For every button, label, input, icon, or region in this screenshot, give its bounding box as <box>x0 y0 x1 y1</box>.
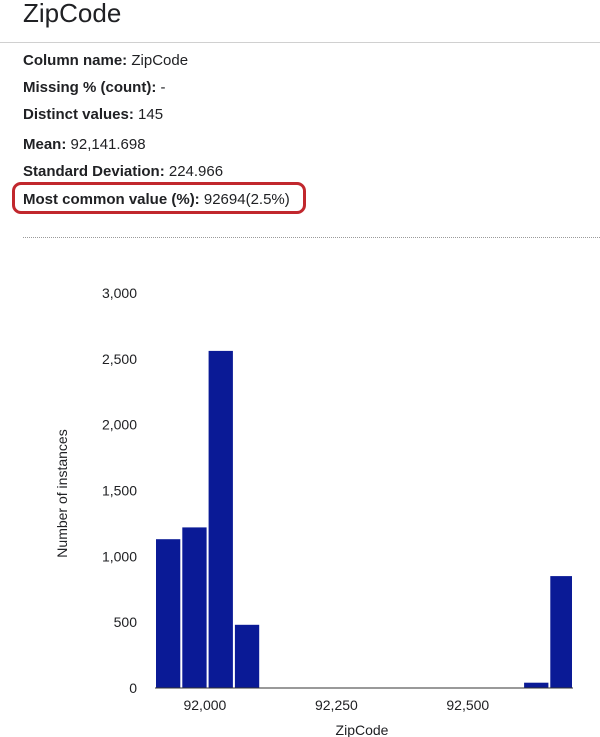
y-tick-label: 2,500 <box>102 351 137 367</box>
stat-std-label: Standard Deviation: <box>23 163 165 180</box>
stat-column-name-value: ZipCode <box>131 52 189 69</box>
header-divider <box>0 42 600 43</box>
stat-missing-value: - <box>160 79 166 96</box>
histogram-chart: 0 500 1,000 1,500 2,000 2,500 3,000 92,000 92,2… <box>54 285 573 737</box>
stat-column-name-label: Column name: <box>23 52 128 69</box>
stat-distinct: Distinct values: 145 <box>23 106 163 123</box>
y-tick-labels: 0 500 1,000 1,500 2,000 2,500 3,000 <box>102 285 137 696</box>
x-tick-label: 92,500 <box>446 697 489 713</box>
x-axis-title: ZipCode <box>336 722 389 737</box>
stat-most-common-value: 92694(2.5%) <box>203 191 290 208</box>
most-common-highlight <box>12 182 306 214</box>
stat-mean-label: Mean: <box>23 136 67 153</box>
x-tick-labels: 92,000 92,250 92,500 <box>183 697 489 713</box>
histogram-bar <box>208 350 233 688</box>
stat-distinct-label: Distinct values: <box>23 106 134 123</box>
y-tick-label: 1,000 <box>102 548 137 564</box>
x-tick-label: 92,250 <box>315 697 358 713</box>
stat-missing: Missing % (count): - <box>23 79 166 96</box>
histogram-bar <box>234 624 260 688</box>
stat-distinct-value: 145 <box>138 106 164 123</box>
stat-mean-value: 92,141.698 <box>70 136 146 153</box>
chart-bars <box>156 350 572 688</box>
y-axis-title: Number of instances <box>54 429 70 557</box>
stat-std-value: 224.966 <box>168 163 224 180</box>
histogram-bar <box>550 576 572 688</box>
stat-mean: Mean: 92,141.698 <box>23 136 146 153</box>
histogram-bar <box>524 682 549 688</box>
y-tick-label: 500 <box>114 614 138 630</box>
page-title: ZipCode <box>23 0 122 28</box>
stat-missing-label: Missing % (count): <box>23 79 157 96</box>
stat-most-common-label: Most common value (%): <box>23 191 200 208</box>
stat-column-name: Column name: ZipCode <box>23 52 188 69</box>
histogram-bar <box>156 539 181 688</box>
stat-most-common: Most common value (%): 92694(2.5%) <box>23 191 290 208</box>
stats-divider <box>23 237 600 238</box>
stat-std: Standard Deviation: 224.966 <box>23 163 223 180</box>
x-tick-label: 92,000 <box>183 697 226 713</box>
y-tick-label: 3,000 <box>102 285 137 301</box>
histogram-bar <box>182 527 207 688</box>
y-tick-label: 1,500 <box>102 483 137 499</box>
y-tick-label: 0 <box>129 680 137 696</box>
y-tick-label: 2,000 <box>102 417 137 433</box>
